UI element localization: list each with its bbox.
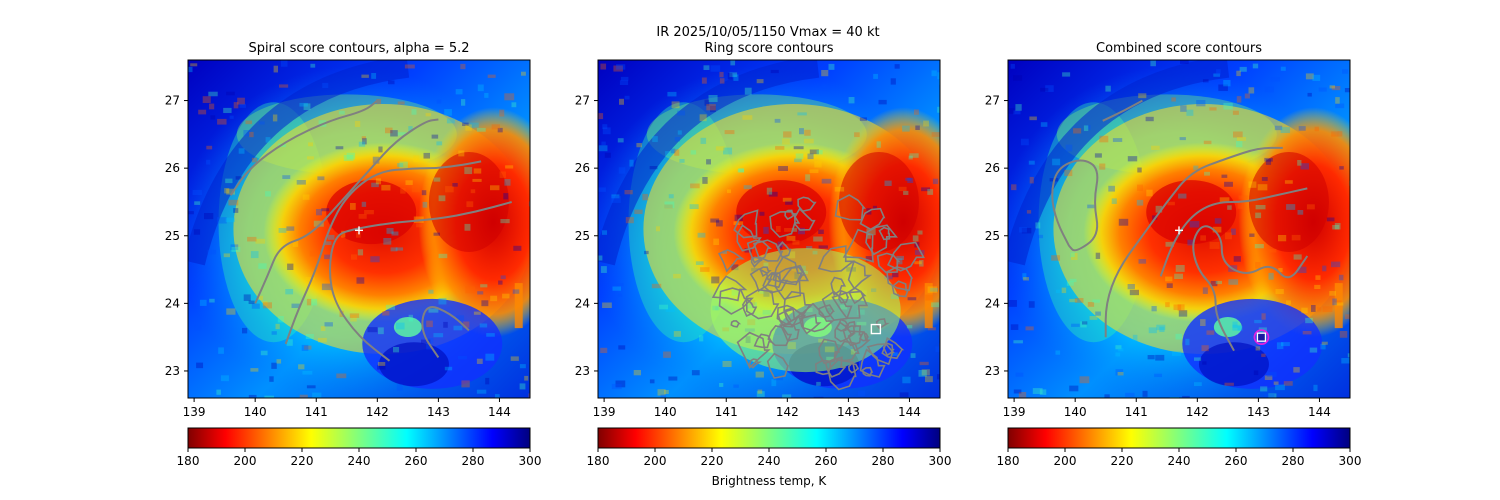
panel-title: Spiral score contours, alpha = 5.2 <box>248 41 469 56</box>
y-tick-label: 23 <box>165 364 180 378</box>
y-tick-label: 26 <box>575 161 590 175</box>
colorbar-tick-label: 280 <box>1282 454 1305 468</box>
y-tick-label: 24 <box>575 296 590 310</box>
colorbar-tick-label: 220 <box>701 454 724 468</box>
brightness-temp-image <box>1008 60 1350 398</box>
colorbar-tick-label: 180 <box>177 454 200 468</box>
center-marker <box>1175 226 1183 235</box>
x-tick-label: 142 <box>1186 405 1209 419</box>
colorbar-tick-label: 200 <box>234 454 257 468</box>
colorbar-tick-label: 240 <box>348 454 371 468</box>
panel-title: Ring score contours <box>704 41 833 56</box>
colorbar-tick-label: 240 <box>758 454 781 468</box>
x-tick-label: 140 <box>244 405 267 419</box>
y-tick-label: 24 <box>165 296 180 310</box>
colorbar-tick-label: 200 <box>1054 454 1077 468</box>
ring-center-marker <box>870 323 882 335</box>
colorbar-tick-label: 220 <box>291 454 314 468</box>
colorbar-tick-label: 200 <box>644 454 667 468</box>
y-tick-label: 23 <box>985 364 1000 378</box>
colorbar-tick-label: 180 <box>587 454 610 468</box>
colorbar-tick-label: 280 <box>872 454 895 468</box>
contour-line-4 <box>1159 187 1308 277</box>
x-tick-label: 142 <box>776 405 799 419</box>
y-tick-label: 25 <box>165 229 180 243</box>
colorbar-tick-label: 260 <box>405 454 428 468</box>
y-tick-label: 27 <box>165 94 180 108</box>
colorbar: 180 200 220 240 260 280 300 <box>177 427 542 468</box>
contour-line-3 <box>1104 146 1283 338</box>
colorbar-tick-label: 220 <box>1111 454 1134 468</box>
axes-frame <box>1007 59 1351 399</box>
y-tick-label: 26 <box>165 161 180 175</box>
x-tick-label: 141 <box>715 405 738 419</box>
x-tick-label: 141 <box>1125 405 1148 419</box>
axes-frame <box>187 59 531 399</box>
panel-3: Combined score contours 139 140 141 142 143 14… <box>985 41 1362 468</box>
y-tick-label: 25 <box>575 229 590 243</box>
colorbar-tick-label: 300 <box>929 454 952 468</box>
colorbar-tick-label: 180 <box>997 454 1020 468</box>
x-tick-label: 143 <box>1247 405 1270 419</box>
x-tick-label: 139 <box>183 405 206 419</box>
y-tick-label: 24 <box>985 296 1000 310</box>
colorbar-tick-label: 300 <box>1339 454 1362 468</box>
panel-title: Combined score contours <box>1096 41 1262 56</box>
contour-line-5 <box>421 306 470 358</box>
x-tick-label: 139 <box>1003 405 1026 419</box>
x-tick-label: 144 <box>1308 405 1331 419</box>
colorbar-tick-label: 240 <box>1168 454 1191 468</box>
contour-line-4 <box>329 201 512 362</box>
colorbar-tick-label: 260 <box>815 454 838 468</box>
contour-line-1 <box>1102 99 1143 122</box>
contour-line-5 <box>1192 225 1309 352</box>
x-tick-label: 140 <box>654 405 677 419</box>
contour-line-3 <box>284 160 482 345</box>
colorbar-tick-label: 300 <box>519 454 542 468</box>
contour-line-1 <box>229 99 378 196</box>
brightness-temp-image <box>188 60 530 398</box>
colorbar-label: Brightness temp, K <box>712 474 828 488</box>
x-tick-label: 143 <box>837 405 860 419</box>
contour-line-2 <box>1051 159 1099 252</box>
figure-suptitle: IR 2025/10/05/1150 Vmax = 40 kt <box>656 25 879 40</box>
ring-contour-cluster <box>710 194 925 391</box>
x-tick-label: 140 <box>1064 405 1087 419</box>
contour-line-2 <box>254 118 439 304</box>
axes-frame <box>597 59 941 399</box>
colorbar: 180 200 220 240 260 280 300 <box>997 427 1362 468</box>
colorbar: 180 200 220 240 260 280 300 <box>587 427 952 468</box>
panel-1: Spiral score contours, alpha = 5.2 139 140… <box>165 41 542 468</box>
x-tick-label: 144 <box>488 405 511 419</box>
x-tick-label: 144 <box>898 405 921 419</box>
x-tick-label: 141 <box>305 405 328 419</box>
y-tick-label: 25 <box>985 229 1000 243</box>
x-tick-label: 139 <box>593 405 616 419</box>
y-tick-label: 27 <box>985 94 1000 108</box>
y-tick-label: 23 <box>575 364 590 378</box>
panel-2: Ring score contours 139 140 141 142 143 144 23 2… <box>575 41 952 468</box>
y-tick-label: 26 <box>985 161 1000 175</box>
colorbar-tick-label: 260 <box>1225 454 1248 468</box>
colorbar-tick-label: 280 <box>462 454 485 468</box>
x-tick-label: 142 <box>366 405 389 419</box>
y-tick-label: 27 <box>575 94 590 108</box>
x-tick-label: 143 <box>427 405 450 419</box>
center-marker <box>355 226 363 235</box>
combined-center-marker <box>1253 329 1270 346</box>
